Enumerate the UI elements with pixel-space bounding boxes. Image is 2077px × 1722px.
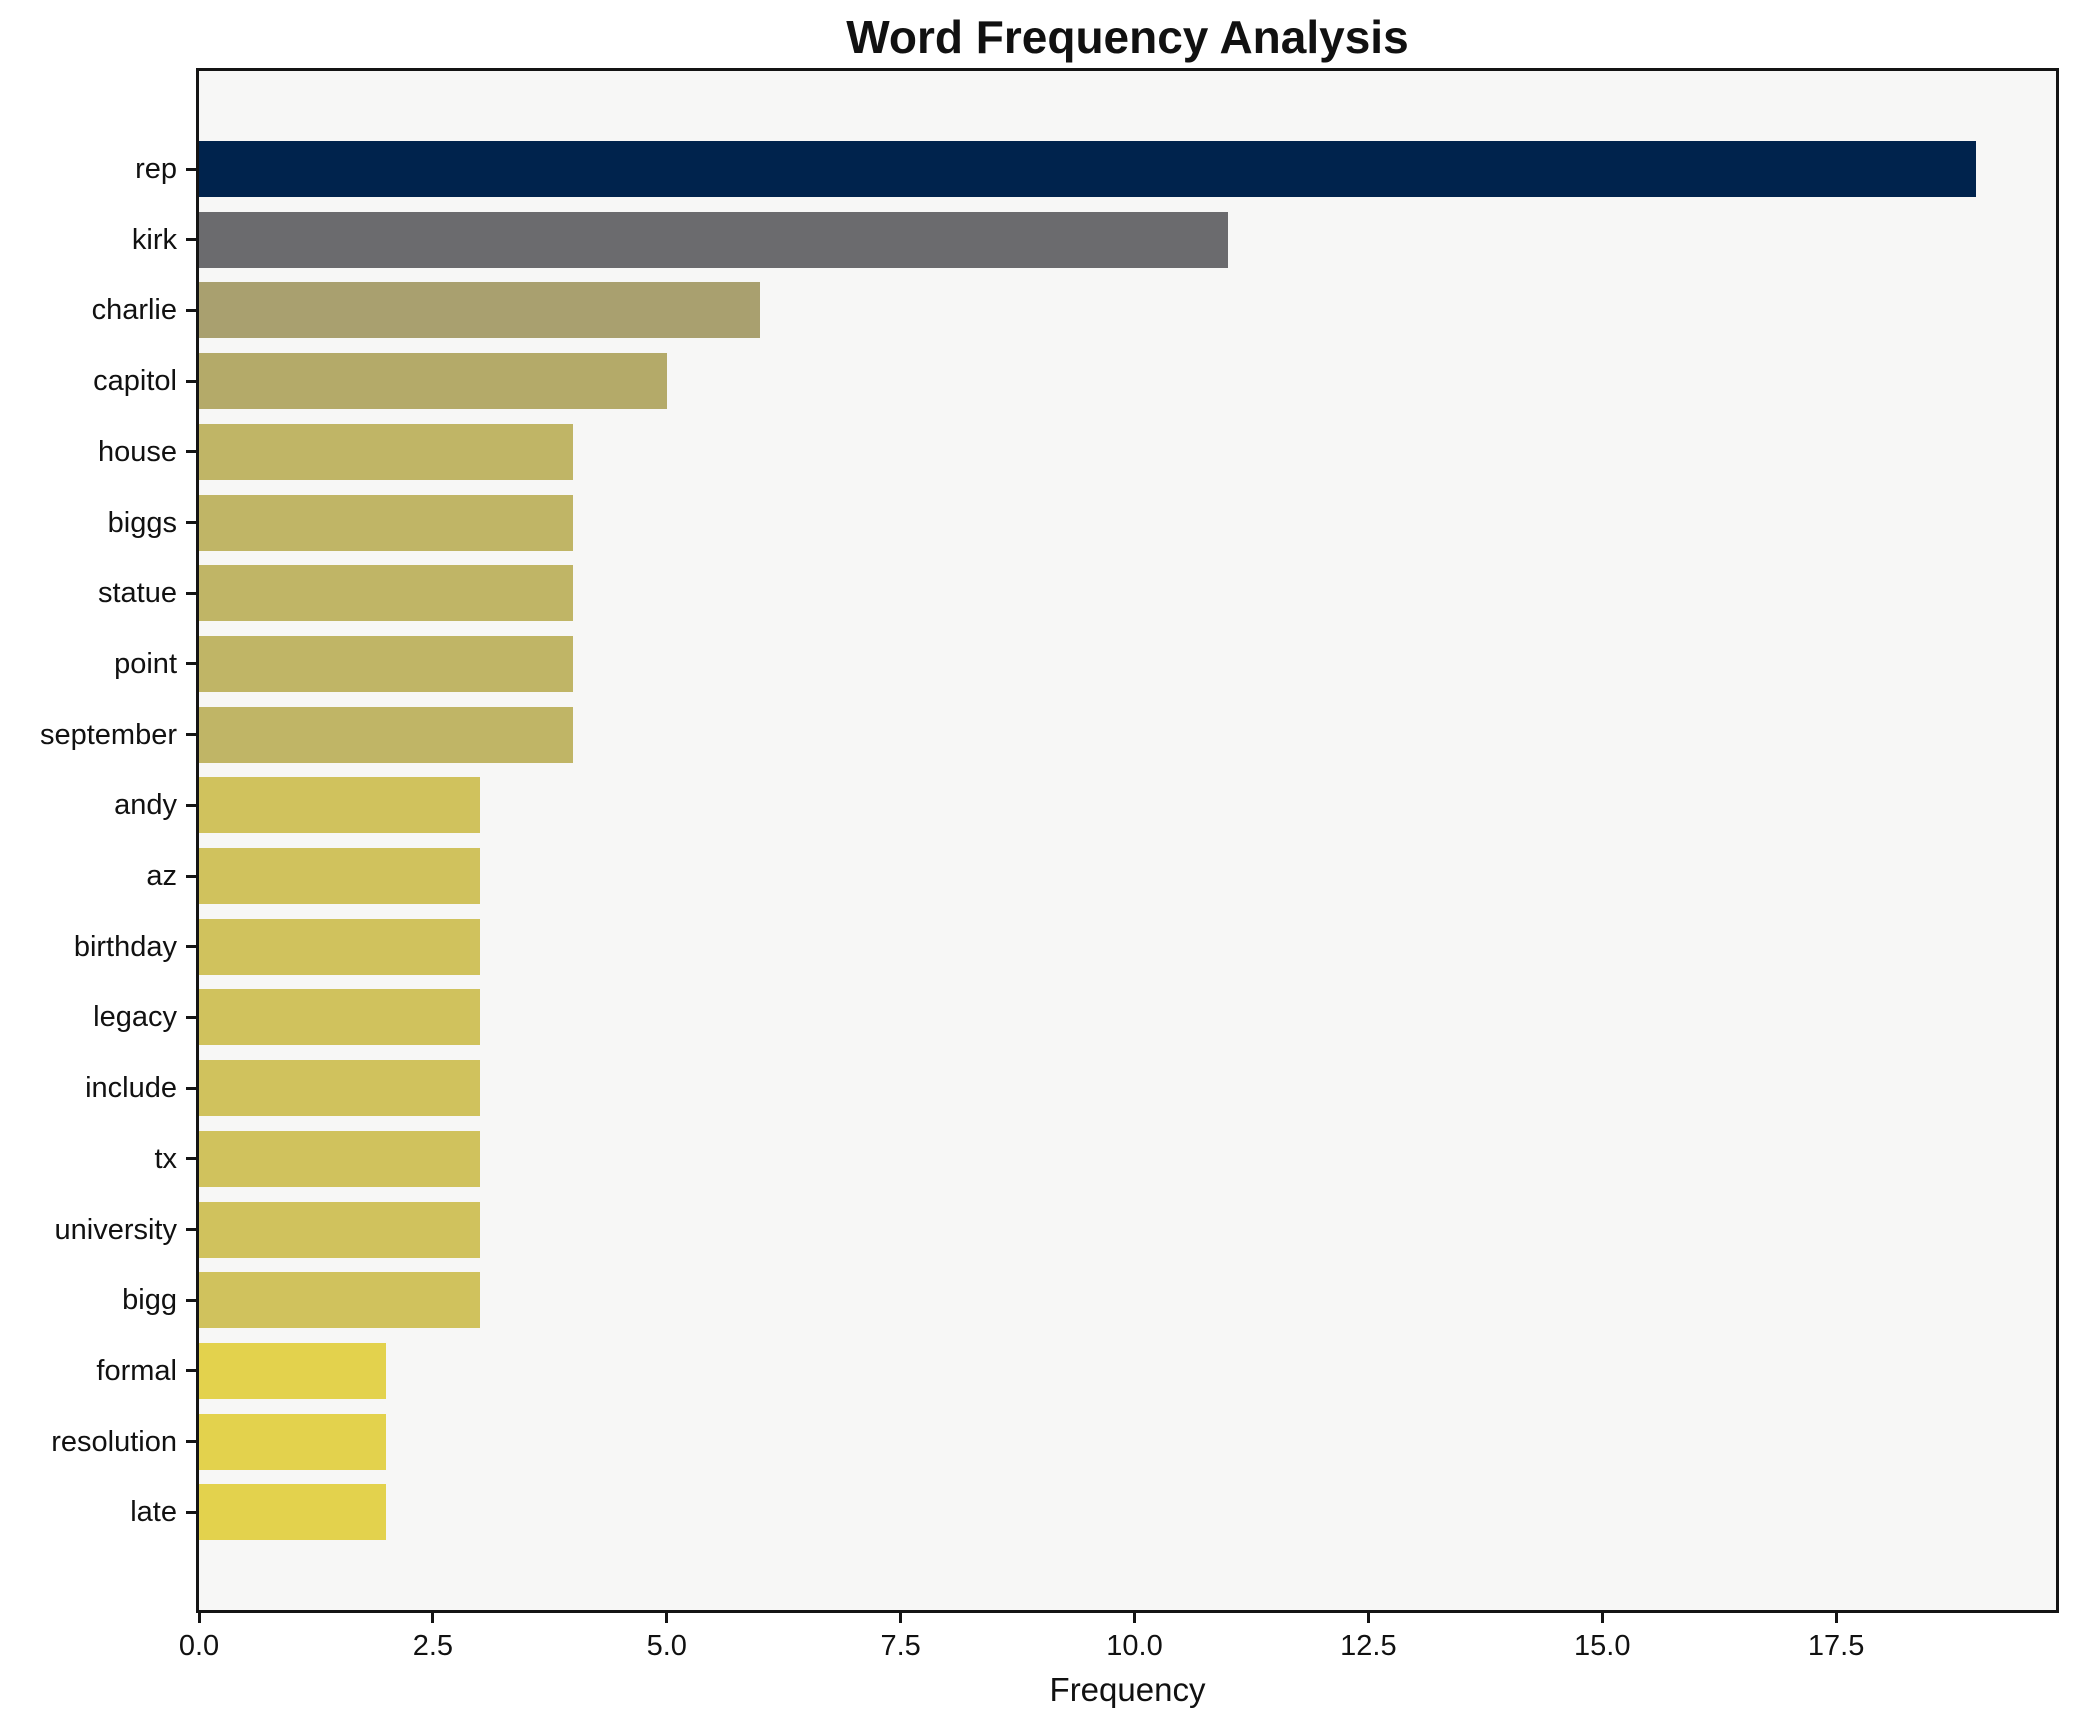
y-tick-mark bbox=[186, 379, 196, 383]
bar bbox=[199, 777, 480, 834]
y-tick-label: charlie bbox=[91, 294, 177, 327]
y-tick-mark bbox=[186, 591, 196, 595]
y-tick-label: resolution bbox=[51, 1425, 177, 1458]
y-tick-label: point bbox=[114, 647, 177, 680]
y-tick-mark bbox=[186, 1440, 196, 1444]
bar bbox=[199, 848, 480, 904]
y-tick-label: birthday bbox=[73, 930, 177, 963]
bar bbox=[199, 1484, 387, 1541]
y-tick-label: andy bbox=[114, 789, 177, 822]
y-tick-mark bbox=[186, 662, 196, 666]
x-tick-label: 2.5 bbox=[412, 1630, 454, 1662]
y-tick-mark bbox=[186, 803, 196, 807]
y-tick-label: legacy bbox=[93, 1001, 177, 1034]
chart-title: Word Frequency Analysis bbox=[846, 11, 1409, 63]
x-tick-label: 17.5 bbox=[1807, 1630, 1865, 1662]
x-tick-mark bbox=[899, 1613, 903, 1623]
y-tick-label: september bbox=[39, 718, 177, 751]
y-tick-label: late bbox=[130, 1496, 177, 1529]
y-tick-label: az bbox=[146, 860, 177, 892]
y-tick-mark bbox=[186, 733, 196, 737]
bar bbox=[199, 1060, 480, 1117]
x-tick-mark bbox=[665, 1613, 669, 1623]
bar bbox=[199, 565, 574, 622]
x-tick-label: 10.0 bbox=[1106, 1630, 1163, 1662]
bar bbox=[199, 989, 480, 1046]
y-tick-label: include bbox=[85, 1072, 177, 1105]
x-tick-label: 0.0 bbox=[178, 1630, 220, 1662]
x-tick-label: 7.5 bbox=[880, 1630, 921, 1662]
y-tick-mark bbox=[186, 1086, 196, 1090]
y-tick-mark bbox=[186, 450, 196, 454]
y-tick-mark bbox=[186, 1015, 196, 1019]
x-tick-mark bbox=[1133, 1613, 1137, 1623]
x-tick-mark bbox=[1600, 1613, 1604, 1623]
bar bbox=[199, 282, 761, 339]
bar bbox=[199, 494, 574, 551]
bar bbox=[199, 1272, 480, 1329]
x-tick-mark bbox=[1366, 1613, 1370, 1623]
plot-area bbox=[196, 68, 2059, 1613]
y-tick-mark bbox=[186, 1228, 196, 1231]
bar bbox=[199, 1413, 387, 1470]
bar bbox=[199, 1342, 387, 1399]
y-tick-label: biggs bbox=[107, 506, 177, 539]
x-tick-label: 12.5 bbox=[1340, 1630, 1397, 1662]
y-tick-label: capitol bbox=[93, 365, 177, 398]
bar bbox=[199, 918, 480, 975]
bar bbox=[199, 353, 667, 410]
x-tick-mark bbox=[431, 1613, 435, 1623]
x-tick-mark bbox=[197, 1613, 201, 1623]
x-tick-label: 15.0 bbox=[1574, 1630, 1631, 1662]
bar bbox=[199, 1201, 480, 1258]
y-tick-label: house bbox=[97, 435, 177, 468]
y-tick-label: tx bbox=[154, 1142, 177, 1175]
y-tick-label: kirk bbox=[131, 223, 177, 256]
y-tick-mark bbox=[186, 1298, 196, 1302]
x-axis-title: Frequency bbox=[1049, 1671, 1206, 1708]
bar bbox=[199, 423, 574, 480]
y-tick-label: rep bbox=[135, 153, 177, 185]
y-tick-mark bbox=[186, 1369, 196, 1373]
y-tick-mark bbox=[186, 1510, 196, 1514]
y-tick-label: bigg bbox=[122, 1284, 177, 1317]
y-tick-label: statue bbox=[98, 577, 177, 610]
bar bbox=[199, 635, 574, 692]
bar bbox=[199, 141, 1977, 197]
y-tick-mark bbox=[186, 874, 196, 878]
bar bbox=[199, 1130, 480, 1187]
y-tick-mark bbox=[186, 521, 196, 524]
x-tick-mark bbox=[1834, 1613, 1838, 1623]
bar bbox=[199, 706, 574, 763]
y-tick-label: formal bbox=[96, 1354, 177, 1387]
bar bbox=[199, 211, 1229, 268]
y-tick-mark bbox=[186, 945, 196, 949]
y-tick-mark bbox=[186, 238, 196, 242]
y-tick-mark bbox=[186, 308, 196, 312]
y-tick-label: university bbox=[54, 1213, 178, 1246]
y-tick-mark bbox=[186, 167, 196, 171]
x-tick-label: 5.0 bbox=[646, 1630, 687, 1662]
y-tick-mark bbox=[186, 1157, 196, 1161]
